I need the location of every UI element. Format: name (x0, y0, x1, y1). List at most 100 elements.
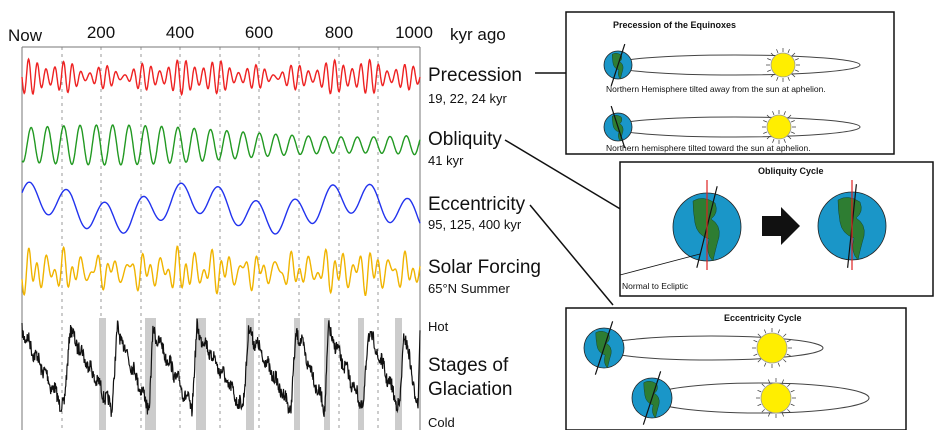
earth-icon (603, 105, 633, 149)
normal-to-ecliptic-label: Normal to Ecliptic (622, 281, 689, 291)
precession-caption-1: Northern Hemisphere tilted away from the… (606, 84, 826, 94)
earth-axis (610, 43, 626, 87)
eccentricity-panel-title: Eccentricity Cycle (724, 313, 802, 323)
sun-ray (787, 114, 792, 119)
sun-icon (762, 110, 796, 144)
sun-ray (791, 52, 796, 57)
sun-ray (783, 111, 786, 116)
precession-title: Precession (428, 65, 522, 86)
obliquity-panel-title: Obliquity Cycle (758, 166, 824, 176)
cold-label: Cold (428, 415, 455, 430)
glacial-band (294, 318, 300, 430)
glacial-band (99, 318, 106, 430)
sun-ray (764, 329, 767, 334)
glaciation-shading (99, 318, 402, 430)
obliquity-curve (21, 124, 421, 166)
sun-ray (763, 131, 768, 134)
obliquity-panel: Obliquity Cycle Normal to Ecliptic (619, 161, 934, 297)
solar-forcing-title: Solar Forcing (428, 257, 541, 278)
earth-axis (642, 371, 662, 425)
earth-icon (603, 43, 633, 87)
sun-ray (770, 52, 775, 57)
sun-ray (787, 383, 791, 387)
precession-panel-title: Precession of the Equinoxes (613, 20, 736, 30)
earth-axis (610, 105, 626, 149)
sun-ray (790, 403, 795, 406)
solar-forcing-subtitle: 65°N Summer (428, 281, 510, 296)
sun-ray (761, 409, 765, 413)
sun-ray (787, 49, 790, 54)
eccentricity-curve (21, 181, 421, 235)
normal-label-pointer (619, 253, 701, 276)
time-gridlines (61, 47, 379, 430)
sun-ray (787, 76, 790, 81)
eccentricity-title: Eccentricity (428, 194, 526, 215)
glacial-band (324, 318, 330, 430)
sun-ray (787, 135, 792, 140)
axis-unit-label: kyr ago (450, 25, 506, 44)
sun-ray (794, 69, 799, 72)
arrow-right-icon (762, 207, 800, 245)
axis-tick-1000: 1000 (395, 23, 433, 42)
sun-ray (783, 138, 786, 143)
glaciation-title-line2: Glaciation (428, 379, 513, 400)
sun-ray (768, 412, 771, 417)
sun-ray (757, 333, 761, 337)
axis-tick-400: 400 (166, 23, 194, 42)
sun-ray (783, 333, 787, 337)
sun-ray (757, 403, 762, 406)
sun-ray (791, 73, 796, 78)
sun-ray (783, 359, 787, 363)
axis-tick-200: 200 (87, 23, 115, 42)
sun-disc (766, 114, 792, 140)
earth-icon (631, 371, 673, 425)
sun-ray (770, 73, 775, 78)
sun-ray (766, 114, 771, 119)
sun-ray (787, 409, 791, 413)
sun-icon (766, 48, 800, 82)
glacial-band (395, 318, 402, 430)
glaciation-title-line1: Stages of (428, 355, 509, 376)
sun-icon (756, 378, 796, 418)
sun-ray (790, 131, 795, 134)
sun-ray (772, 138, 775, 143)
hot-label: Hot (428, 319, 449, 334)
glacial-band (246, 318, 254, 430)
precession-curve (21, 57, 421, 97)
axis-tick-800: 800 (325, 23, 353, 42)
obliquity-connector (504, 139, 623, 211)
eccentricity-panel-frame (565, 307, 907, 430)
sun-ray (772, 111, 775, 116)
sun-ray (767, 58, 772, 61)
sun-ray (763, 120, 768, 123)
sun-ray (757, 390, 762, 393)
sun-ray (777, 329, 780, 334)
sun-ray (767, 69, 772, 72)
sun-ray (781, 412, 784, 417)
sun-ray (768, 379, 771, 384)
sun-disc (770, 52, 796, 78)
solar-forcing-curve (21, 245, 421, 296)
sun-ray (794, 58, 799, 61)
obliquity-subtitle: 41 kyr (428, 153, 464, 168)
sun-ray (753, 353, 758, 356)
sun-ray (786, 340, 791, 343)
sun-ray (777, 362, 780, 367)
sun-icon (752, 328, 792, 368)
eccentricity-subtitle: 95, 125, 400 kyr (428, 217, 522, 232)
obliquity-title: Obliquity (428, 129, 502, 150)
earth-icon (583, 321, 625, 375)
sun-disc (756, 332, 788, 364)
sun-ray (776, 49, 779, 54)
sun-ray (761, 383, 765, 387)
sun-ray (757, 359, 761, 363)
sun-ray (790, 120, 795, 123)
sun-ray (766, 135, 771, 140)
sun-disc (760, 382, 792, 414)
precession-panel: Precession of the Equinoxes Northern Hem… (565, 11, 895, 155)
glacial-band (196, 318, 206, 430)
eccentricity-connector (529, 204, 614, 306)
sun-ray (753, 340, 758, 343)
precession-caption-2: Northern hemisphere tilted toward the su… (606, 143, 811, 153)
